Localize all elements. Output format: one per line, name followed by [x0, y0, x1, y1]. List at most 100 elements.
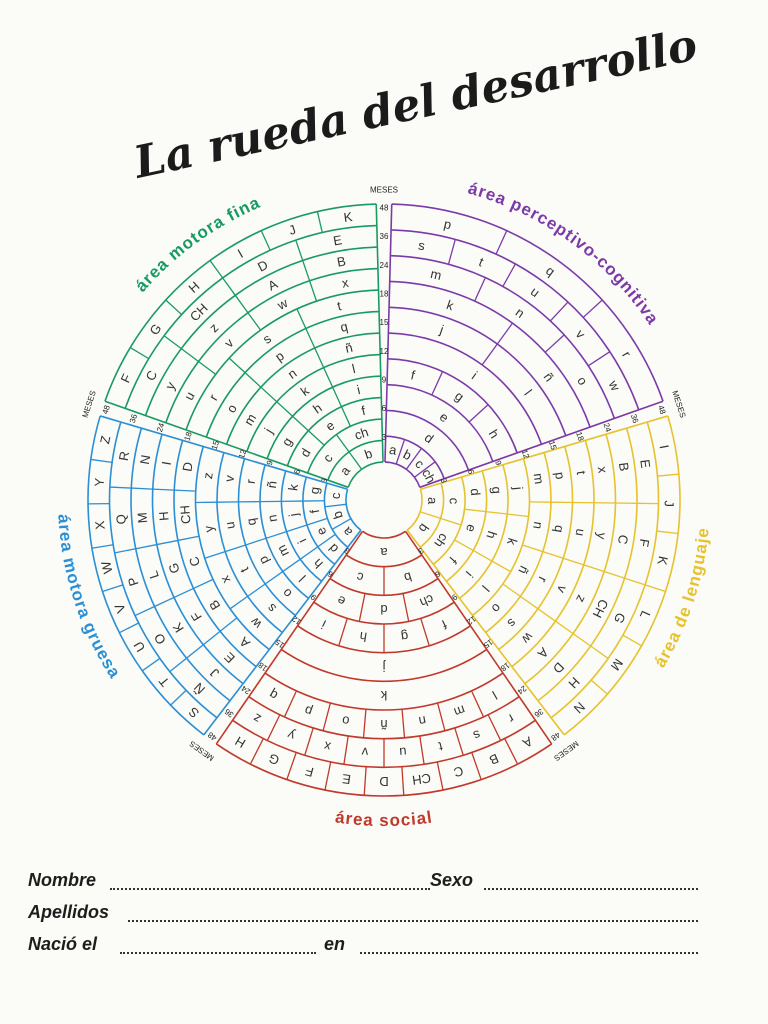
- milestone-cell[interactable]: v: [554, 583, 571, 596]
- milestone-cell[interactable]: n: [285, 365, 300, 381]
- milestone-cell[interactable]: I: [657, 444, 672, 450]
- milestone-cell[interactable]: O: [151, 631, 169, 648]
- milestone-cell[interactable]: M: [135, 512, 151, 524]
- milestone-cell[interactable]: a: [388, 442, 399, 458]
- milestone-cell[interactable]: t: [336, 298, 343, 314]
- milestone-cell[interactable]: S: [185, 704, 202, 721]
- milestone-cell[interactable]: y: [162, 379, 179, 392]
- milestone-cell[interactable]: o: [341, 713, 351, 729]
- milestone-cell[interactable]: ñ: [515, 563, 532, 576]
- milestone-cell[interactable]: s: [504, 616, 520, 631]
- milestone-cell[interactable]: w: [519, 629, 537, 647]
- milestone-cell[interactable]: B: [206, 597, 223, 612]
- milestone-cell[interactable]: k: [445, 297, 456, 313]
- milestone-cell[interactable]: s: [417, 238, 426, 254]
- milestone-cell[interactable]: q: [543, 263, 558, 279]
- milestone-cell[interactable]: ch: [419, 466, 439, 485]
- milestone-cell[interactable]: ch: [353, 424, 371, 443]
- milestone-cell[interactable]: j: [261, 425, 276, 436]
- milestone-cell[interactable]: C: [186, 555, 203, 569]
- milestone-cell[interactable]: d: [468, 488, 484, 497]
- milestone-cell[interactable]: h: [483, 529, 500, 541]
- milestone-cell[interactable]: G: [266, 750, 281, 768]
- milestone-cell[interactable]: C: [452, 763, 465, 780]
- milestone-cell[interactable]: A: [520, 734, 535, 751]
- milestone-cell[interactable]: K: [343, 209, 354, 225]
- milestone-cell[interactable]: F: [304, 763, 316, 780]
- milestone-cell[interactable]: r: [243, 478, 259, 485]
- milestone-cell[interactable]: c: [328, 491, 344, 499]
- milestone-cell[interactable]: j: [382, 660, 386, 675]
- milestone-cell[interactable]: L: [145, 569, 162, 581]
- milestone-cell[interactable]: h: [486, 427, 503, 441]
- milestone-cell[interactable]: H: [232, 733, 248, 751]
- milestone-cell[interactable]: ch: [418, 591, 437, 610]
- milestone-cell[interactable]: u: [399, 745, 407, 761]
- milestone-cell[interactable]: q: [243, 517, 259, 527]
- milestone-cell[interactable]: D: [255, 257, 270, 275]
- milestone-cell[interactable]: E: [341, 771, 352, 787]
- milestone-cell[interactable]: J: [207, 665, 222, 680]
- milestone-cell[interactable]: A: [534, 645, 551, 662]
- milestone-cell[interactable]: B: [616, 461, 632, 472]
- milestone-cell[interactable]: g: [452, 388, 467, 404]
- milestone-cell[interactable]: j: [286, 512, 301, 518]
- milestone-cell[interactable]: s: [260, 331, 274, 347]
- milestone-cell[interactable]: e: [313, 525, 330, 538]
- milestone-cell[interactable]: m: [531, 472, 547, 485]
- milestone-cell[interactable]: a: [380, 545, 388, 560]
- milestone-cell[interactable]: m: [241, 411, 259, 428]
- milestone-cell[interactable]: p: [442, 216, 452, 232]
- milestone-cell[interactable]: V: [111, 601, 128, 615]
- milestone-cell[interactable]: d: [325, 541, 341, 557]
- apellidos-field[interactable]: [128, 906, 698, 922]
- milestone-cell[interactable]: L: [637, 609, 654, 622]
- nacio-place-field[interactable]: [360, 938, 698, 954]
- milestone-cell[interactable]: y: [285, 727, 297, 744]
- milestone-cell[interactable]: g: [400, 629, 409, 645]
- milestone-cell[interactable]: z: [573, 593, 589, 606]
- milestone-cell[interactable]: n: [418, 713, 428, 729]
- milestone-cell[interactable]: D: [379, 774, 388, 789]
- milestone-cell[interactable]: C: [143, 368, 161, 383]
- milestone-cell[interactable]: u: [222, 521, 238, 531]
- milestone-cell[interactable]: l: [490, 688, 500, 703]
- milestone-cell[interactable]: f: [360, 403, 367, 419]
- milestone-cell[interactable]: N: [137, 454, 153, 466]
- milestone-cell[interactable]: o: [489, 600, 505, 616]
- milestone-cell[interactable]: U: [130, 639, 148, 655]
- milestone-cell[interactable]: n: [264, 514, 280, 524]
- milestone-cell[interactable]: F: [118, 371, 135, 385]
- milestone-cell[interactable]: A: [265, 276, 280, 293]
- milestone-cell[interactable]: l: [351, 361, 357, 376]
- milestone-cell[interactable]: ñ: [264, 480, 280, 489]
- milestone-cell[interactable]: K: [654, 555, 671, 567]
- milestone-cell[interactable]: K: [169, 620, 186, 636]
- milestone-cell[interactable]: x: [217, 573, 234, 586]
- milestone-cell[interactable]: g: [279, 435, 296, 449]
- milestone-cell[interactable]: a: [425, 497, 440, 505]
- milestone-cell[interactable]: CH: [187, 300, 211, 324]
- milestone-cell[interactable]: A: [236, 634, 253, 651]
- milestone-cell[interactable]: M: [608, 656, 627, 674]
- milestone-cell[interactable]: r: [535, 574, 551, 585]
- milestone-cell[interactable]: k: [380, 688, 387, 703]
- milestone-cell[interactable]: I: [235, 246, 246, 261]
- milestone-cell[interactable]: ñ: [344, 340, 354, 356]
- milestone-cell[interactable]: Ñ: [191, 680, 208, 697]
- milestone-cell[interactable]: v: [221, 474, 237, 483]
- milestone-cell[interactable]: E: [221, 649, 238, 666]
- milestone-cell[interactable]: k: [298, 383, 312, 399]
- milestone-cell[interactable]: x: [341, 275, 351, 291]
- milestone-cell[interactable]: F: [636, 538, 652, 548]
- milestone-cell[interactable]: d: [380, 602, 387, 617]
- milestone-cell[interactable]: G: [165, 561, 182, 575]
- milestone-cell[interactable]: a: [339, 524, 356, 540]
- milestone-cell[interactable]: t: [477, 254, 486, 269]
- milestone-cell[interactable]: q: [266, 687, 280, 704]
- milestone-cell[interactable]: d: [422, 430, 437, 446]
- milestone-cell[interactable]: p: [552, 471, 568, 480]
- milestone-cell[interactable]: H: [565, 674, 582, 691]
- milestone-cell[interactable]: x: [595, 466, 611, 475]
- milestone-cell[interactable]: r: [505, 711, 517, 726]
